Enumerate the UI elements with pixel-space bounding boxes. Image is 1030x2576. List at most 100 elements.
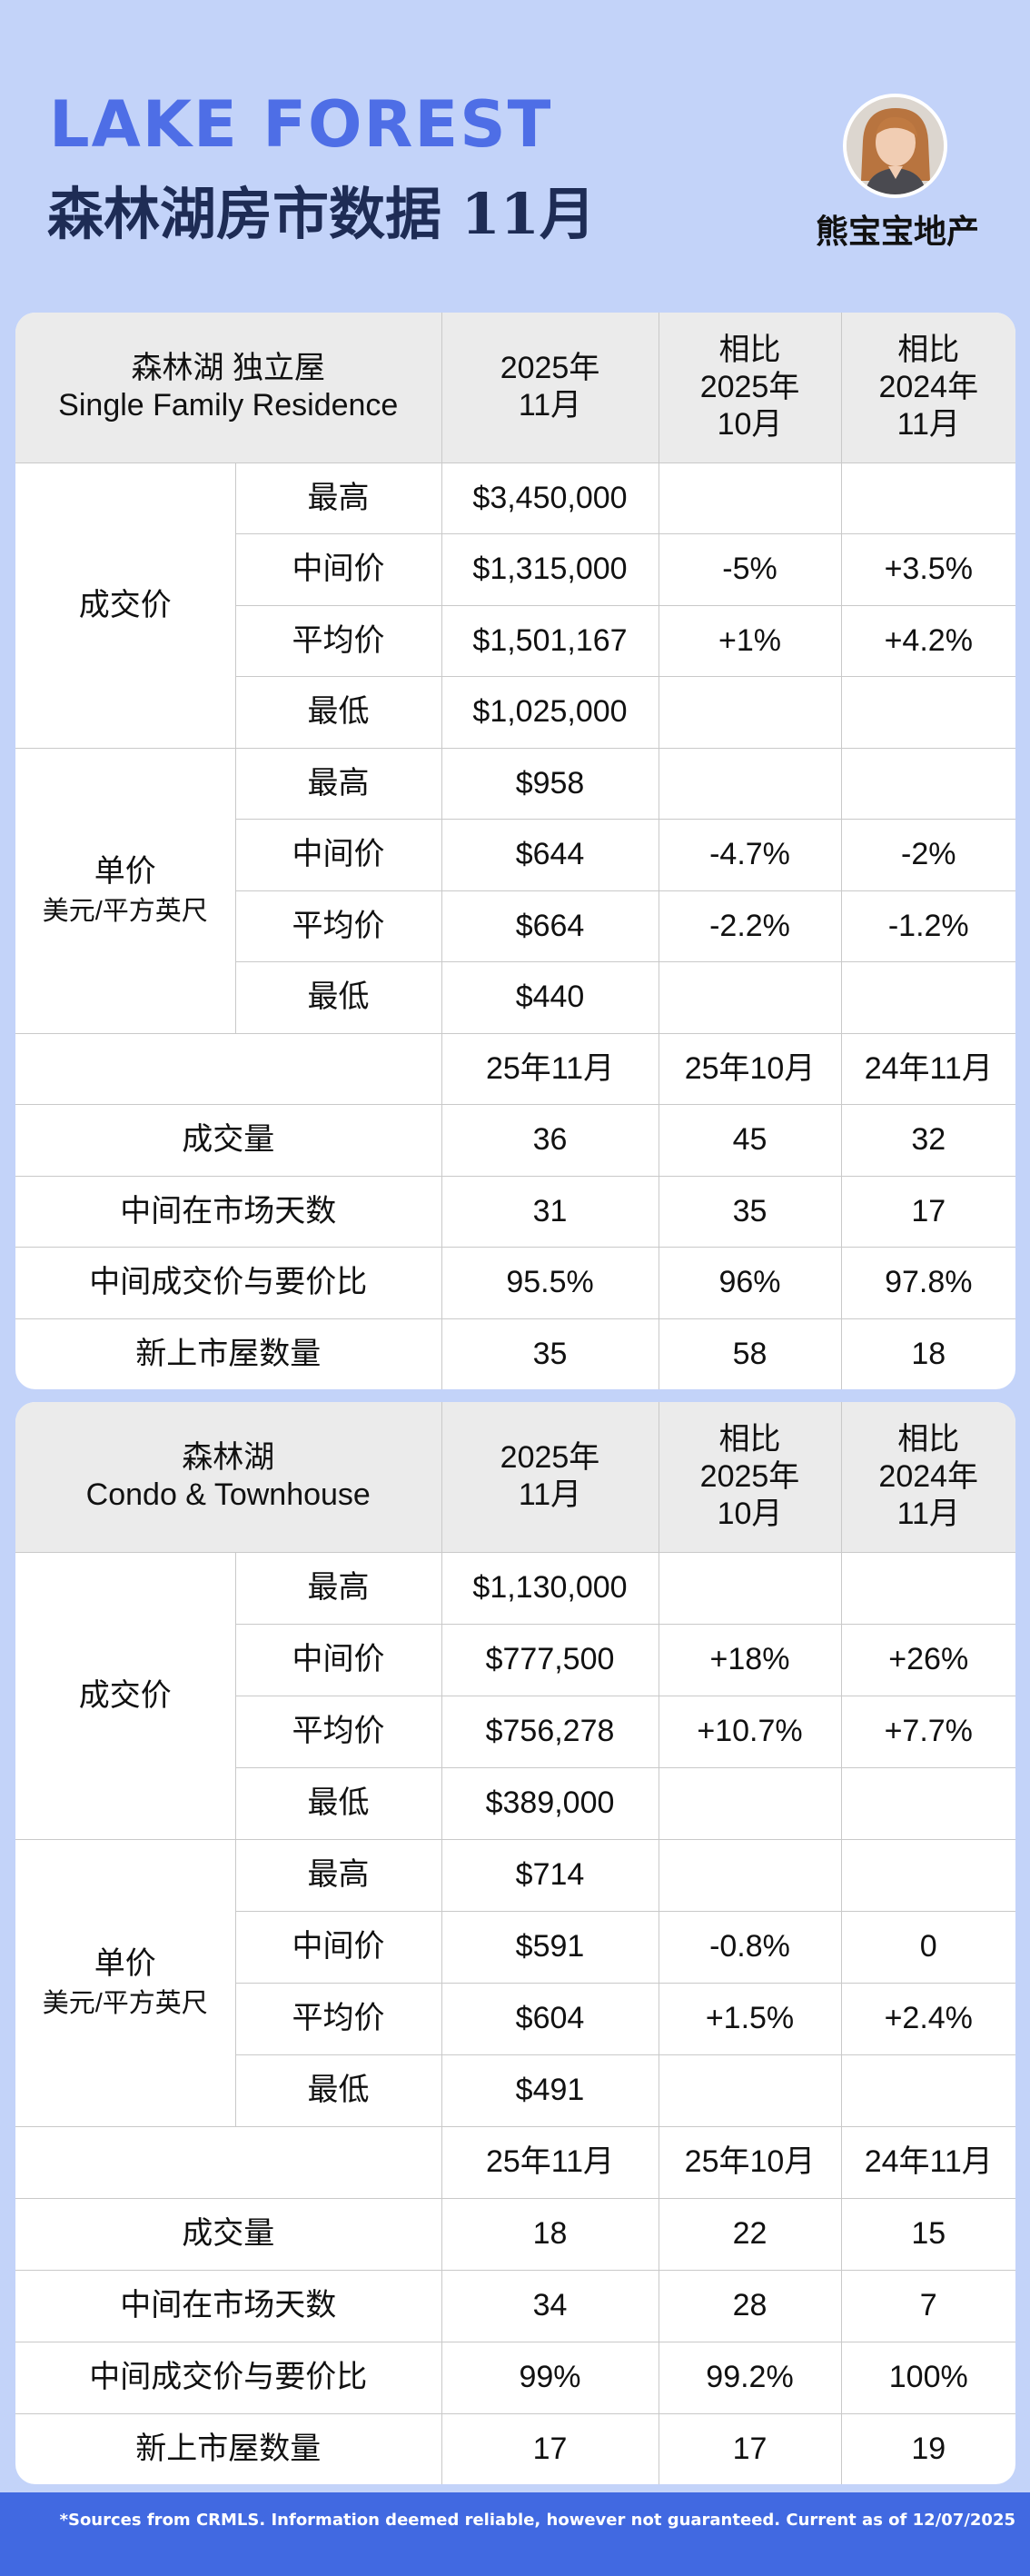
header-month: 11月 [896, 406, 960, 442]
stat-cell: 35 [441, 1318, 659, 1389]
row-label: 新上市屋数量 [15, 1318, 442, 1389]
price-group-label: 成交价 [15, 462, 236, 749]
stat-cell: 32 [840, 1103, 1015, 1177]
mom-cell: -0.8% [658, 1910, 842, 1984]
value-cell: $756,278 [441, 1695, 659, 1768]
table-row: 平均价 $756,278 +10.7% +7.7% [15, 1695, 1015, 1768]
table-row: 中间价 $644 -4.7% -2% [15, 818, 1015, 891]
stat-cell: 17 [658, 2412, 842, 2484]
mom-cell [658, 675, 842, 749]
yoy-cell: +7.7% [840, 1695, 1015, 1768]
page-title: 森林湖房市数据 11月 [47, 181, 596, 247]
row-label: 最高 [234, 747, 442, 820]
page-header: LAKE FOREST 森林湖房市数据 11月 熊宝宝地产 [0, 0, 1030, 313]
table-row: 中间成交价与要价比 99% 99.2% 100% [15, 2341, 1015, 2414]
header-compare: 相比 [718, 1422, 781, 1457]
row-label: 平均价 [235, 890, 442, 962]
row-label: 最高 [234, 1551, 442, 1625]
period-header: 24年11月 [840, 2125, 1015, 2199]
value-cell: $440 [441, 960, 659, 1034]
yoy-change-header: 相比 2024年 11月 [840, 313, 1015, 463]
row-label: 平均价 [235, 1982, 442, 2055]
agent-avatar [843, 94, 947, 198]
mom-change-header: 相比 2025年 10月 [658, 1402, 842, 1553]
yoy-cell [840, 2054, 1015, 2127]
header-title-cn: 森林湖 独立屋 [131, 351, 325, 386]
row-label: 平均价 [235, 604, 442, 677]
stat-cell: 35 [658, 1175, 842, 1248]
row-label: 平均价 [235, 1695, 442, 1768]
stat-cell: 22 [658, 2197, 842, 2271]
row-label: 成交量 [15, 2197, 442, 2271]
header-month: 10月 [717, 406, 783, 442]
mom-cell: +18% [658, 1623, 842, 1696]
header-compare: 相比 [718, 333, 781, 368]
table-row: 中间成交价与要价比 95.5% 96% 97.8% [15, 1246, 1015, 1319]
yoy-cell [840, 1838, 1015, 1912]
header-year: 2025年 [500, 351, 600, 386]
yoy-cell [840, 1551, 1015, 1625]
mom-cell: +1% [658, 604, 842, 677]
row-label: 中间价 [235, 1910, 442, 1984]
table-row: 中间在市场天数 31 35 17 [15, 1175, 1015, 1248]
value-cell: $1,130,000 [441, 1551, 659, 1625]
yoy-cell: 0 [840, 1910, 1015, 1984]
group-title: 成交价 [78, 587, 172, 622]
stat-cell: 100% [840, 2341, 1015, 2414]
agent-portrait-icon [847, 97, 944, 194]
property-type-header: 森林湖 独立屋 Single Family Residence [15, 313, 442, 463]
stat-cell: 97.8% [840, 1246, 1015, 1319]
value-cell: $389,000 [441, 1766, 659, 1840]
period-header: 25年11月 [441, 1032, 659, 1105]
stat-cell: 7 [840, 2269, 1015, 2342]
value-cell: $777,500 [441, 1623, 659, 1696]
header-title-en: Single Family Residence [58, 388, 399, 423]
footer-bar: *Sources from CRMLS. Information deemed … [0, 2492, 1030, 2576]
sfr-table: 森林湖 独立屋 Single Family Residence 2025年 11… [15, 313, 1015, 1389]
value-cell: $1,501,167 [441, 604, 659, 677]
header-title-en: Condo & Townhouse [85, 1477, 371, 1513]
blank-cell [15, 2125, 442, 2199]
header-year: 2025年 [500, 1440, 600, 1476]
stat-cell: 28 [658, 2269, 842, 2342]
mom-cell [658, 1766, 842, 1840]
table-row: 最低 $440 [15, 960, 1015, 1034]
property-type-header: 森林湖 Condo & Townhouse [15, 1402, 442, 1553]
price-group-label: 成交价 [15, 1551, 236, 1840]
unit-price-group-label: 单价 美元/平方英尺 [15, 1838, 236, 2127]
yoy-cell: +2.4% [840, 1982, 1015, 2055]
stat-cell: 96% [658, 1246, 842, 1319]
source-disclaimer: *Sources from CRMLS. Information deemed … [59, 2511, 1015, 2530]
period-header: 25年11月 [441, 2125, 659, 2199]
header-month: 11月 [518, 1477, 582, 1513]
mom-cell [658, 960, 842, 1034]
value-cell: $591 [441, 1910, 659, 1984]
yoy-cell: +4.2% [840, 604, 1015, 677]
mom-cell [658, 1838, 842, 1912]
yoy-cell [840, 960, 1015, 1034]
table-row: 新上市屋数量 17 17 19 [15, 2412, 1015, 2484]
header-title-cn: 森林湖 [182, 1440, 275, 1476]
mom-cell [658, 1551, 842, 1625]
stat-cell: 19 [840, 2412, 1015, 2484]
table-row: 成交价 最高 $3,450,000 [15, 462, 1015, 749]
table-row: 平均价 $664 -2.2% -1.2% [15, 890, 1015, 962]
value-cell: $604 [441, 1982, 659, 2055]
header-year: 2024年 [878, 1458, 979, 1494]
table-row: 最低 $1,025,000 [15, 675, 1015, 749]
table-row: 新上市屋数量 35 58 18 [15, 1318, 1015, 1389]
yoy-cell [840, 747, 1015, 820]
stat-cell: 58 [658, 1318, 842, 1389]
table-row: 成交价 最高 $1,130,000 [15, 1551, 1015, 1840]
row-label: 最高 [234, 1838, 442, 1912]
table-row: 单价 美元/平方英尺 最高 $958 [15, 747, 1015, 1034]
row-label: 最低 [235, 2054, 442, 2127]
current-period-header: 2025年 11月 [441, 1402, 659, 1553]
period-header: 24年11月 [840, 1032, 1015, 1105]
table-row: 最低 $389,000 [15, 1766, 1015, 1840]
header-year: 2024年 [878, 369, 979, 404]
stat-cell: 95.5% [441, 1246, 659, 1319]
table-row: 成交量 18 22 15 [15, 2197, 1015, 2271]
stat-cell: 18 [441, 2197, 659, 2271]
unit-price-group-label: 单价 美元/平方英尺 [15, 747, 236, 1034]
